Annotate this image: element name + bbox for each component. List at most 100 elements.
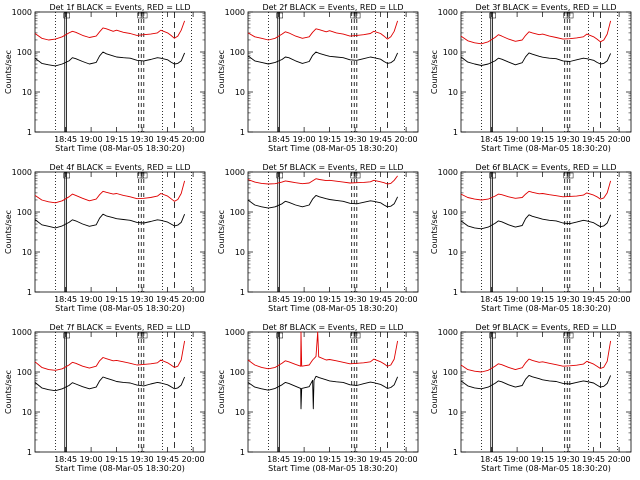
x-axis-label: Start Time (08-Mar-05 18:30:20) <box>55 464 185 473</box>
y-tick-label: 1 <box>27 288 32 297</box>
x-tick-label: 20:00 <box>608 135 631 144</box>
x-axis-label: Start Time (08-Mar-05 18:30:20) <box>55 144 185 153</box>
chart-title: Det 3f BLACK = Events, RED = LLD <box>475 3 616 12</box>
x-tick-label: 20:00 <box>608 455 631 464</box>
y-tick-label: 1 <box>240 128 245 137</box>
x-tick-label: 19:30 <box>131 295 154 304</box>
x-tick-label: 19:45 <box>582 295 605 304</box>
x-tick-label: 20:00 <box>182 135 205 144</box>
marker-flag <box>563 332 570 339</box>
y-tick-label: 100 <box>230 208 245 217</box>
chart-title: Det 7f BLACK = Events, RED = LLD <box>49 323 190 332</box>
y-tick-label: 10 <box>235 248 245 257</box>
events-series-line <box>460 52 612 66</box>
marker-flag <box>489 172 496 179</box>
y-axis-label: Counts/sec <box>217 370 226 414</box>
x-tick-label: 19:30 <box>557 455 580 464</box>
chart-panel-6: Det 6f BLACK = Events, RED = LLD 1 10 100 10… <box>430 163 632 313</box>
y-tick-label: 100 <box>17 368 32 377</box>
x-axis-label: Start Time (08-Mar-05 18:30:20) <box>481 144 611 153</box>
marker-flag <box>137 12 144 19</box>
x-tick-label: 19:45 <box>582 135 605 144</box>
marker-flag <box>353 12 361 19</box>
x-tick-label: 19:45 <box>156 455 179 464</box>
x-axis-label: Start Time (08-Mar-05 18:30:20) <box>481 304 611 313</box>
marker-flag <box>566 332 574 339</box>
y-tick-label: 1 <box>453 448 458 457</box>
marker-flag <box>353 332 361 339</box>
chart-panel-4: Det 4f BLACK = Events, RED = LLD 1 10 100 10… <box>4 163 206 313</box>
chart-title: Det 8f BLACK = Events, RED = LLD <box>262 323 403 332</box>
y-tick-label: 1000 <box>438 8 458 17</box>
events-series-line <box>34 376 186 392</box>
y-axis-label: Counts/sec <box>430 370 439 414</box>
events-series-line <box>34 51 186 67</box>
y-tick-label: 1 <box>27 448 32 457</box>
plot-frame <box>34 11 206 133</box>
y-tick-label: 10 <box>235 88 245 97</box>
plot-frame <box>247 331 419 453</box>
x-tick-label: 19:45 <box>582 455 605 464</box>
marker-flag <box>137 332 144 339</box>
chart-title: Det 4f BLACK = Events, RED = LLD <box>49 163 190 172</box>
chart-panel-5: Det 5f BLACK = Events, RED = LLD 1 10 100 10… <box>217 163 419 313</box>
x-tick-label: 19:15 <box>318 455 341 464</box>
marker-flag <box>353 172 361 179</box>
lld-series-line <box>460 340 612 373</box>
y-tick-label: 10 <box>448 248 458 257</box>
x-tick-label: 19:45 <box>369 455 392 464</box>
events-series-line <box>247 51 399 65</box>
x-tick-label: 19:00 <box>506 295 529 304</box>
y-tick-label: 1000 <box>12 328 32 337</box>
x-tick-label: 20:00 <box>608 295 631 304</box>
x-tick-label: 19:30 <box>557 295 580 304</box>
marker-flag <box>566 172 574 179</box>
x-tick-label: 19:30 <box>557 135 580 144</box>
chart-title: Det 1f BLACK = Events, RED = LLD <box>49 3 190 12</box>
lld-series-line <box>34 180 186 204</box>
plot-frame <box>460 331 632 453</box>
y-tick-label: 1 <box>240 288 245 297</box>
marker-flag <box>350 172 357 179</box>
x-tick-label: 19:45 <box>369 135 392 144</box>
x-axis-label: Start Time (08-Mar-05 18:30:20) <box>268 304 398 313</box>
marker-flag <box>140 332 148 339</box>
marker-flag <box>563 172 570 179</box>
y-axis-label: Counts/sec <box>4 210 13 254</box>
x-tick-label: 19:15 <box>105 455 128 464</box>
events-series-line <box>34 213 186 229</box>
y-tick-label: 10 <box>448 88 458 97</box>
chart-title: Det 6f BLACK = Events, RED = LLD <box>475 163 616 172</box>
y-tick-label: 10 <box>235 408 245 417</box>
lld-series-line <box>460 20 612 45</box>
x-tick-label: 20:00 <box>395 455 418 464</box>
chart-title: Det 9f BLACK = Events, RED = LLD <box>475 323 616 332</box>
x-tick-label: 18:45 <box>267 295 290 304</box>
y-tick-label: 1000 <box>438 168 458 177</box>
y-tick-label: 10 <box>22 248 32 257</box>
x-tick-label: 19:00 <box>506 135 529 144</box>
lld-series-line <box>247 20 399 41</box>
y-tick-label: 100 <box>17 208 32 217</box>
lld-series-line <box>460 180 612 201</box>
plot-frame <box>34 331 206 453</box>
y-axis-label: Counts/sec <box>4 370 13 414</box>
y-tick-label: 100 <box>17 48 32 57</box>
x-axis-label: Start Time (08-Mar-05 18:30:20) <box>268 464 398 473</box>
marker-flag <box>489 12 496 19</box>
chart-panel-7: Det 7f BLACK = Events, RED = LLD 1 10 100 10… <box>4 323 206 473</box>
marker-flag <box>489 332 496 339</box>
marker-flag <box>63 332 70 339</box>
x-tick-label: 19:30 <box>131 135 154 144</box>
x-tick-label: 19:00 <box>293 135 316 144</box>
y-tick-label: 1000 <box>12 168 32 177</box>
x-tick-label: 18:45 <box>54 295 77 304</box>
y-tick-label: 100 <box>230 48 245 57</box>
y-axis-label: Counts/sec <box>217 210 226 254</box>
marker-flag <box>276 332 283 339</box>
lld-series-line <box>247 175 398 185</box>
marker-flag <box>63 12 70 19</box>
x-axis-label: Start Time (08-Mar-05 18:30:20) <box>55 304 185 313</box>
y-tick-label: 1 <box>453 128 458 137</box>
